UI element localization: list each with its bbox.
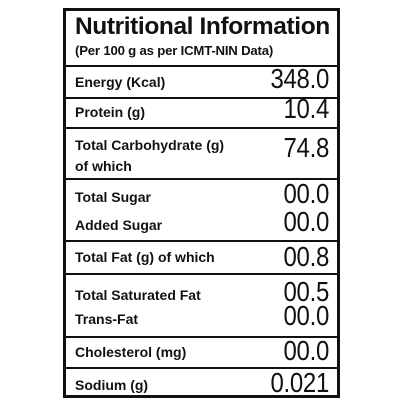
row-value: 0.021 (270, 367, 329, 399)
row-label-continued: of which (75, 158, 132, 174)
row-sugars: Total Sugar 00.0 Added Sugar 00.0 (66, 178, 337, 240)
row-value: 00.0 (283, 178, 329, 210)
panel-header: Nutritional Information (Per 100 g as pe… (66, 11, 337, 65)
row-label: Sodium (g) (75, 377, 149, 393)
panel-subtitle: (Per 100 g as per ICMT-NIN Data) (75, 43, 274, 58)
row-value: 00.5 (283, 276, 329, 308)
row-value: 00.8 (283, 241, 329, 273)
panel-title: Nutritional Information (75, 13, 330, 40)
row-cholesterol: Cholesterol (mg) 00.0 (66, 336, 337, 367)
row-value: 348.0 (270, 63, 329, 95)
row-label: Total Carbohydrate (g) (75, 137, 225, 153)
row-label: Trans-Fat (75, 311, 139, 327)
row-value: 00.0 (283, 300, 329, 332)
row-label: Cholesterol (mg) (75, 344, 187, 360)
row-value: 00.0 (283, 335, 329, 367)
row-carbohydrate: Total Carbohydrate (g) of which 74.8 (66, 127, 337, 178)
row-label: Total Sugar (75, 189, 151, 205)
row-energy: Energy (Kcal) 348.0 (66, 63, 337, 97)
row-protein: Protein (g) 10.4 (66, 93, 337, 127)
row-label: Total Saturated Fat (75, 287, 201, 303)
row-label: Protein (g) (75, 104, 145, 120)
row-label: Energy (Kcal) (75, 74, 166, 90)
row-sodium: Sodium (g) 0.021 (66, 367, 337, 399)
row-fat-breakdown: Total Saturated Fat 00.5 Trans-Fat 00.0 (66, 273, 337, 336)
row-value: 10.4 (283, 93, 329, 125)
nutrition-facts-panel: Nutritional Information (Per 100 g as pe… (63, 8, 340, 399)
row-label: Total Fat (g) of which (75, 249, 215, 265)
row-total-fat: Total Fat (g) of which 00.8 (66, 240, 337, 273)
row-value: 00.0 (283, 206, 329, 238)
row-label: Added Sugar (75, 217, 163, 233)
row-value: 74.8 (283, 132, 329, 164)
